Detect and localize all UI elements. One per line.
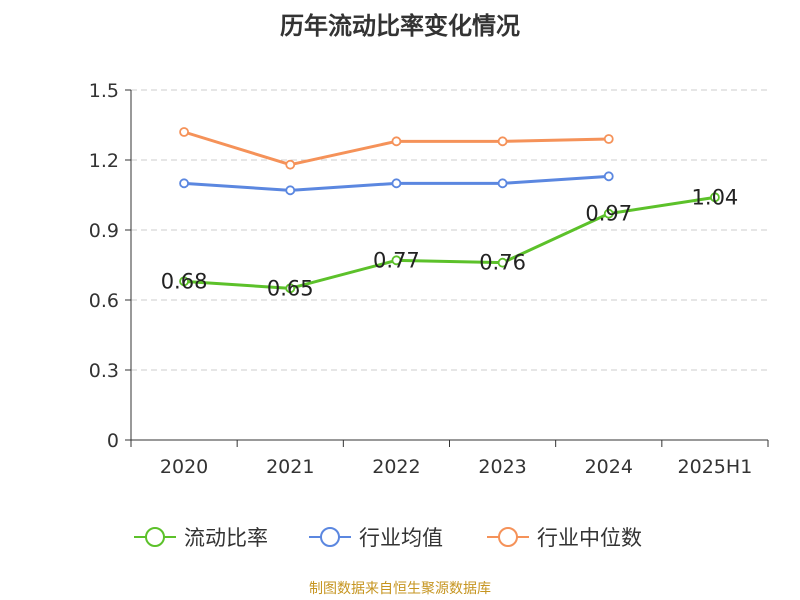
legend-label: 行业均值 — [359, 526, 443, 550]
data-point — [179, 276, 189, 287]
data-point — [179, 178, 189, 189]
legend-label: 行业中位数 — [537, 526, 642, 550]
series-line — [183, 195, 716, 290]
x-tick-label: 2024 — [585, 456, 633, 478]
y-tick-label: 1.5 — [89, 80, 119, 102]
data-point — [603, 134, 614, 144]
legend-marker — [498, 527, 518, 547]
data-label: 0.65 — [267, 276, 314, 300]
legend-marker — [320, 527, 340, 547]
data-label: 0.97 — [585, 202, 632, 226]
data-label: 0.77 — [373, 248, 420, 272]
data-point — [710, 192, 720, 203]
x-tick-label: 2020 — [160, 456, 208, 478]
y-tick-label: 0.9 — [89, 220, 119, 242]
data-point — [285, 159, 296, 170]
data-point — [391, 136, 402, 147]
x-tick-label: 2025H1 — [678, 456, 753, 478]
data-point — [497, 136, 508, 147]
y-tick-label: 0.3 — [89, 360, 119, 382]
data-point — [285, 283, 296, 294]
data-label: 0.68 — [161, 269, 208, 293]
y-tick-label: 0 — [107, 430, 119, 452]
data-point — [179, 127, 189, 137]
data-point — [391, 255, 402, 266]
data-point — [497, 257, 508, 268]
legend-marker — [145, 527, 165, 547]
y-tick-label: 0.6 — [89, 290, 119, 312]
y-tick-label: 1.2 — [89, 150, 119, 172]
x-tick-label: 2023 — [478, 456, 526, 478]
data-label: 0.76 — [479, 251, 526, 275]
chart-title: 历年流动比率变化情况 — [280, 12, 520, 40]
x-tick-label: 2021 — [266, 456, 314, 478]
legend-label: 流动比率 — [184, 526, 268, 550]
source-note: 制图数据来自恒生聚源数据库 — [309, 581, 491, 597]
data-label: 1.04 — [692, 185, 739, 209]
data-point — [285, 185, 296, 196]
data-point — [497, 178, 508, 189]
data-point — [603, 208, 614, 219]
x-tick-label: 2022 — [372, 456, 420, 478]
data-point — [603, 171, 614, 182]
data-point — [391, 178, 402, 189]
